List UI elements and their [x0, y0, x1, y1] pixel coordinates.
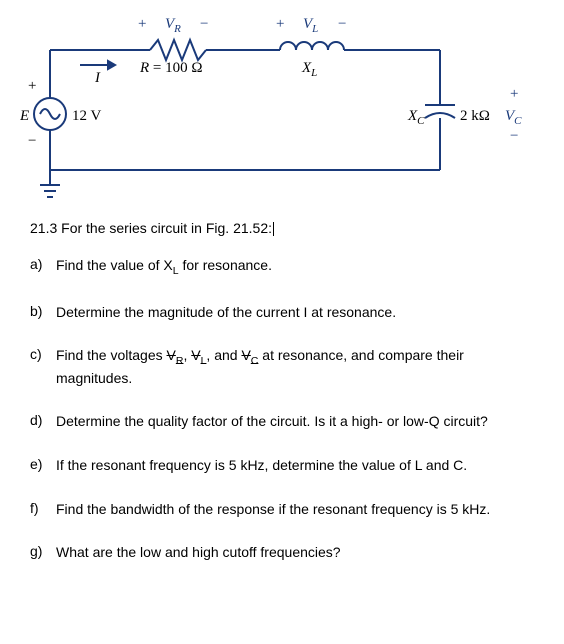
- vc-minus: −: [510, 128, 518, 144]
- xl-label: XL: [301, 60, 317, 79]
- q-letter: g): [30, 543, 56, 563]
- q-letter: e): [30, 456, 56, 476]
- q-letter: a): [30, 256, 56, 278]
- source-minus: −: [28, 133, 36, 149]
- q-text: Find the value of XL for resonance.: [56, 256, 534, 278]
- xc-label: XC: [407, 108, 425, 127]
- question-b: b) Determine the magnitude of the curren…: [30, 303, 534, 323]
- question-e: e) If the resonant frequency is 5 kHz, d…: [30, 456, 534, 476]
- vr-label: VR: [165, 16, 181, 35]
- question-d: d) Determine the quality factor of the c…: [30, 412, 534, 432]
- vl-plus: +: [276, 16, 284, 32]
- q-letter: c): [30, 346, 56, 388]
- vc-label: VC: [505, 108, 522, 127]
- vr-plus: +: [138, 16, 146, 32]
- source-plus: +: [28, 78, 36, 94]
- q-letter: b): [30, 303, 56, 323]
- vc-plus: +: [510, 86, 518, 102]
- qc-sep2: , and: [206, 347, 241, 363]
- vl-label: VL: [303, 16, 318, 35]
- question-list: a) Find the value of XL for resonance. b…: [30, 256, 534, 563]
- question-a: a) Find the value of XL for resonance.: [30, 256, 534, 278]
- q-text: If the resonant frequency is 5 kHz, dete…: [56, 456, 534, 476]
- cap-value: 2 kΩ: [460, 108, 490, 124]
- question-f: f) Find the bandwidth of the response if…: [30, 500, 534, 520]
- q-text: Find the bandwidth of the response if th…: [56, 500, 534, 520]
- label-E: E: [20, 108, 29, 124]
- source-value: 12 V: [72, 108, 101, 124]
- qc-pre: Find the voltages: [56, 347, 167, 363]
- qc-v3: VC: [241, 347, 258, 363]
- circuit-diagram: E + − 12 V I + VR − R = 100 Ω + VL − XL …: [20, 10, 540, 210]
- q-text: What are the low and high cutoff frequen…: [56, 543, 534, 563]
- question-g: g) What are the low and high cutoff freq…: [30, 543, 534, 563]
- q-letter: d): [30, 412, 56, 432]
- r-value: R = 100 Ω: [139, 60, 203, 76]
- current-label: I: [94, 70, 101, 86]
- qc-v2: VL: [191, 347, 206, 363]
- q-text: Find the voltages VR, VL, and VC at reso…: [56, 346, 534, 388]
- intro-text: 21.3 For the series circuit in Fig. 21.5…: [30, 220, 272, 236]
- vl-minus: −: [338, 16, 346, 32]
- q-text: Determine the quality factor of the circ…: [56, 412, 534, 432]
- circuit-svg: E + − 12 V I + VR − R = 100 Ω + VL − XL …: [20, 10, 540, 210]
- q-text: Determine the magnitude of the current I…: [56, 303, 534, 323]
- vr-minus: −: [200, 16, 208, 32]
- text-cursor: [273, 222, 274, 236]
- qc-v1: VR: [167, 347, 184, 363]
- question-c: c) Find the voltages VR, VL, and VC at r…: [30, 346, 534, 388]
- question-intro: 21.3 For the series circuit in Fig. 21.5…: [30, 220, 534, 236]
- q-letter: f): [30, 500, 56, 520]
